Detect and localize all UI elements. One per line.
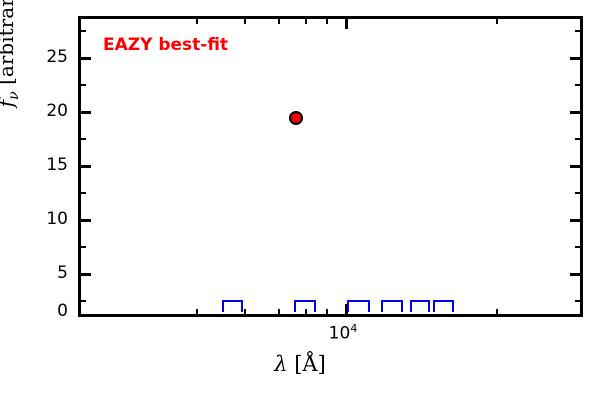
x-tick-minor-top: [305, 18, 307, 24]
x-tick-minor-top: [496, 18, 498, 24]
y-tick-major-right: [570, 219, 581, 222]
x-tick-minor-top: [196, 18, 198, 24]
x-tick-minor: [305, 309, 307, 315]
x-tick-mantissa: 10: [328, 323, 351, 344]
y-tick-label-15: 15: [46, 155, 68, 175]
y-tick-minor: [80, 192, 86, 194]
y-tick-label-20: 20: [46, 101, 68, 121]
y-tick-major: [80, 273, 91, 276]
y-axis-unit: [arbitrarily scaled]: [0, 0, 18, 85]
y-tick-major-right: [570, 57, 581, 60]
x-tick-minor-top: [326, 18, 328, 24]
y-tick-minor-right: [575, 84, 581, 86]
filter-bandpass-5: [410, 300, 430, 312]
x-tick-label-1e4: 104: [329, 322, 358, 344]
y-tick-minor-right: [575, 192, 581, 194]
y-tick-label-0: 0: [57, 301, 68, 321]
y-tick-minor: [80, 84, 86, 86]
y-tick-minor: [80, 300, 86, 302]
y-tick-minor-right: [575, 30, 581, 32]
y-tick-minor-right: [575, 300, 581, 302]
x-tick-minor: [196, 309, 198, 315]
x-tick-minor: [244, 309, 246, 315]
x-tick-major-top-1e4: [345, 18, 348, 29]
x-axis-symbol: λ: [274, 352, 288, 376]
x-tick-exponent: 4: [350, 322, 358, 335]
y-tick-label-25: 25: [46, 47, 68, 67]
y-tick-major-right: [570, 273, 581, 276]
filter-bandpass-1: [222, 300, 243, 312]
y-tick-label-5: 5: [57, 263, 68, 283]
x-axis-label: λ [Å]: [0, 352, 600, 376]
filter-bandpass-3: [347, 300, 370, 312]
filter-bandpass-6: [433, 300, 454, 312]
y-tick-minor: [80, 246, 86, 248]
y-tick-label-10: 10: [46, 209, 68, 229]
filter-bandpass-2: [294, 300, 316, 312]
x-tick-minor: [326, 309, 328, 315]
data-point-observed: [289, 111, 303, 125]
plot-area: EAZY best-fit: [78, 16, 583, 317]
y-tick-minor-right: [575, 246, 581, 248]
y-axis-subscript: ν: [6, 91, 22, 100]
y-tick-minor-right: [575, 138, 581, 140]
x-tick-minor-top: [278, 18, 280, 24]
y-tick-major: [80, 165, 91, 168]
y-tick-major: [80, 314, 91, 317]
annotation-eazy-best-fit: EAZY best-fit: [103, 35, 229, 55]
y-tick-major: [80, 57, 91, 60]
y-tick-major-right: [570, 111, 581, 114]
y-tick-major-right: [570, 314, 581, 317]
y-tick-minor: [80, 138, 86, 140]
filter-bandpass-4: [381, 300, 403, 312]
x-tick-minor-top: [244, 18, 246, 24]
y-tick-major: [80, 111, 91, 114]
y-tick-minor: [80, 30, 86, 32]
x-tick-major-1e4: [345, 304, 348, 315]
x-tick-minor: [278, 309, 280, 315]
x-axis-unit: [Å]: [294, 352, 326, 376]
y-tick-major: [80, 219, 91, 222]
x-tick-minor: [496, 309, 498, 315]
y-tick-major-right: [570, 165, 581, 168]
y-axis-label: fν [arbitrarily scaled]: [0, 0, 22, 166]
